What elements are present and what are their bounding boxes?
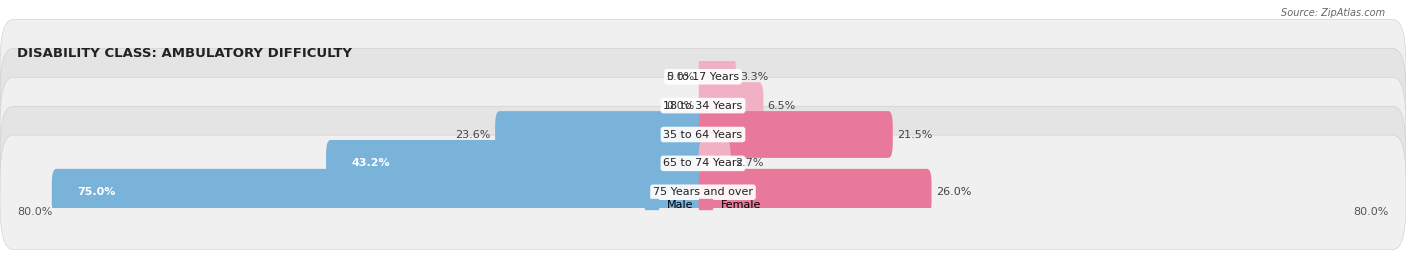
FancyBboxPatch shape [699, 140, 731, 187]
FancyBboxPatch shape [0, 20, 1406, 134]
FancyBboxPatch shape [495, 111, 707, 158]
Text: 5 to 17 Years: 5 to 17 Years [666, 72, 740, 82]
FancyBboxPatch shape [0, 77, 1406, 192]
FancyBboxPatch shape [0, 48, 1406, 163]
Text: 35 to 64 Years: 35 to 64 Years [664, 129, 742, 140]
Text: 6.5%: 6.5% [768, 101, 796, 111]
FancyBboxPatch shape [699, 169, 932, 216]
Text: 65 to 74 Years: 65 to 74 Years [664, 158, 742, 168]
Text: 23.6%: 23.6% [456, 129, 491, 140]
Text: 80.0%: 80.0% [1354, 207, 1389, 217]
Text: 21.5%: 21.5% [897, 129, 932, 140]
Text: 26.0%: 26.0% [936, 187, 972, 197]
Text: 2.7%: 2.7% [735, 158, 763, 168]
FancyBboxPatch shape [0, 135, 1406, 249]
FancyBboxPatch shape [699, 111, 893, 158]
Text: 18 to 34 Years: 18 to 34 Years [664, 101, 742, 111]
FancyBboxPatch shape [699, 82, 763, 129]
FancyBboxPatch shape [52, 169, 707, 216]
Text: 0.0%: 0.0% [666, 72, 695, 82]
Text: 43.2%: 43.2% [352, 158, 391, 168]
Text: 0.0%: 0.0% [666, 101, 695, 111]
FancyBboxPatch shape [326, 140, 707, 187]
Text: 75 Years and over: 75 Years and over [652, 187, 754, 197]
Text: 75.0%: 75.0% [77, 187, 117, 197]
Text: 3.3%: 3.3% [740, 72, 768, 82]
Text: Source: ZipAtlas.com: Source: ZipAtlas.com [1281, 8, 1385, 18]
Text: 80.0%: 80.0% [17, 207, 52, 217]
FancyBboxPatch shape [0, 106, 1406, 221]
FancyBboxPatch shape [699, 53, 735, 100]
Text: DISABILITY CLASS: AMBULATORY DIFFICULTY: DISABILITY CLASS: AMBULATORY DIFFICULTY [17, 47, 353, 60]
Legend: Male, Female: Male, Female [644, 199, 762, 210]
